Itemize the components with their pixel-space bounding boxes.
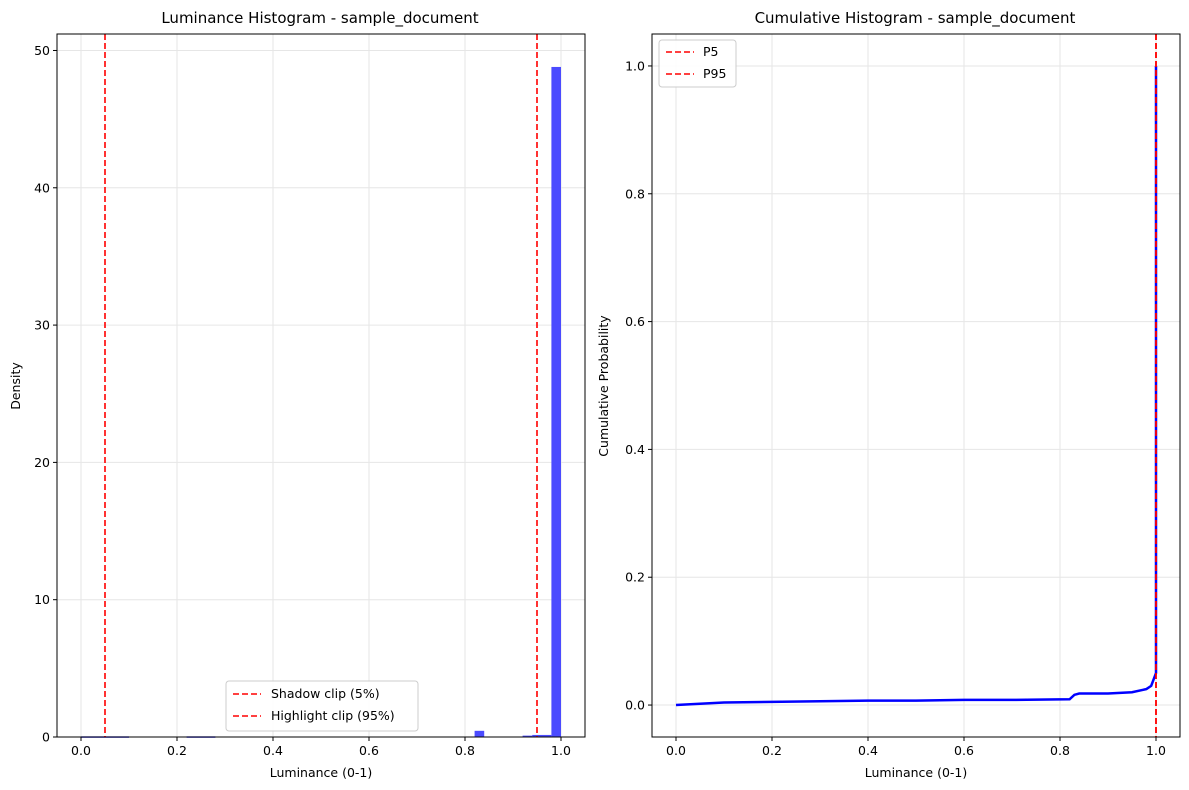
y-axis-label: Cumulative Probability: [596, 315, 611, 457]
x-tick-label: 0.0: [666, 743, 686, 758]
legend-label-highlight: Highlight clip (95%): [271, 708, 395, 723]
x-tick-label: 0.8: [1050, 743, 1070, 758]
y-ticks: 0.0 0.2 0.4 0.6 0.8 1.0: [625, 58, 652, 713]
histogram-bar: [551, 66, 561, 737]
x-tick-label: 0.2: [762, 743, 782, 758]
x-axis-label: Luminance (0-1): [865, 765, 968, 780]
legend-label-shadow: Shadow clip (5%): [271, 686, 380, 701]
y-tick-label: 30: [34, 318, 50, 333]
y-tick-label: 0: [42, 730, 50, 745]
chart-title: Cumulative Histogram - sample_document: [755, 9, 1076, 28]
x-tick-label: 1.0: [551, 743, 571, 758]
histogram-bar: [522, 735, 533, 738]
cumulative-line: [675, 65, 1158, 707]
legend: Shadow clip (5%) Highlight clip (95%): [225, 680, 419, 732]
plot-frame: [651, 33, 1181, 738]
y-tick-label: 0.4: [625, 442, 645, 457]
y-ticks: 0 10 20 30 40 50: [34, 43, 57, 745]
legend-frame: [225, 680, 419, 732]
y-tick-label: 50: [34, 43, 50, 58]
reference-lines: [104, 34, 538, 737]
y-tick-label: 40: [34, 180, 50, 195]
y-axis-label: Density: [8, 362, 23, 410]
y-tick-label: 0.2: [625, 570, 645, 585]
legend-label-p5: P5: [703, 44, 719, 59]
x-tick-label: 0.6: [954, 743, 974, 758]
legend-label-p95: P95: [703, 66, 726, 81]
histogram-bar: [532, 734, 552, 737]
x-tick-label: 1.0: [1146, 743, 1166, 758]
x-tick-label: 0.2: [167, 743, 187, 758]
y-tick-label: 0.8: [625, 186, 645, 201]
bars: [81, 66, 561, 738]
y-tick-label: 10: [34, 592, 50, 607]
cumulative-series-line: [675, 65, 1158, 707]
x-axis-label: Luminance (0-1): [270, 765, 373, 780]
histogram-bar: [474, 730, 485, 737]
x-tick-label: 0.4: [858, 743, 878, 758]
plot-frame: [56, 33, 586, 738]
luminance-histogram-chart: Luminance Histogram - sample_document 0.…: [8, 9, 586, 780]
legend: P5 P95: [658, 39, 737, 88]
x-tick-label: 0.4: [263, 743, 283, 758]
y-tick-label: 0.6: [625, 314, 645, 329]
y-tick-label: 0.0: [625, 698, 645, 713]
cumulative-histogram-chart: Cumulative Histogram - sample_document 0…: [596, 9, 1181, 780]
y-tick-label: 1.0: [625, 58, 645, 73]
y-tick-label: 20: [34, 455, 50, 470]
grid: [652, 34, 1180, 737]
chart-title: Luminance Histogram - sample_document: [161, 9, 478, 28]
x-tick-label: 0.8: [455, 743, 475, 758]
x-tick-label: 0.0: [71, 743, 91, 758]
x-ticks: 0.0 0.2 0.4 0.6 0.8 1.0: [666, 737, 1166, 758]
x-ticks: 0.0 0.2 0.4 0.6 0.8 1.0: [71, 737, 571, 758]
grid: [57, 34, 585, 738]
x-tick-label: 0.6: [359, 743, 379, 758]
